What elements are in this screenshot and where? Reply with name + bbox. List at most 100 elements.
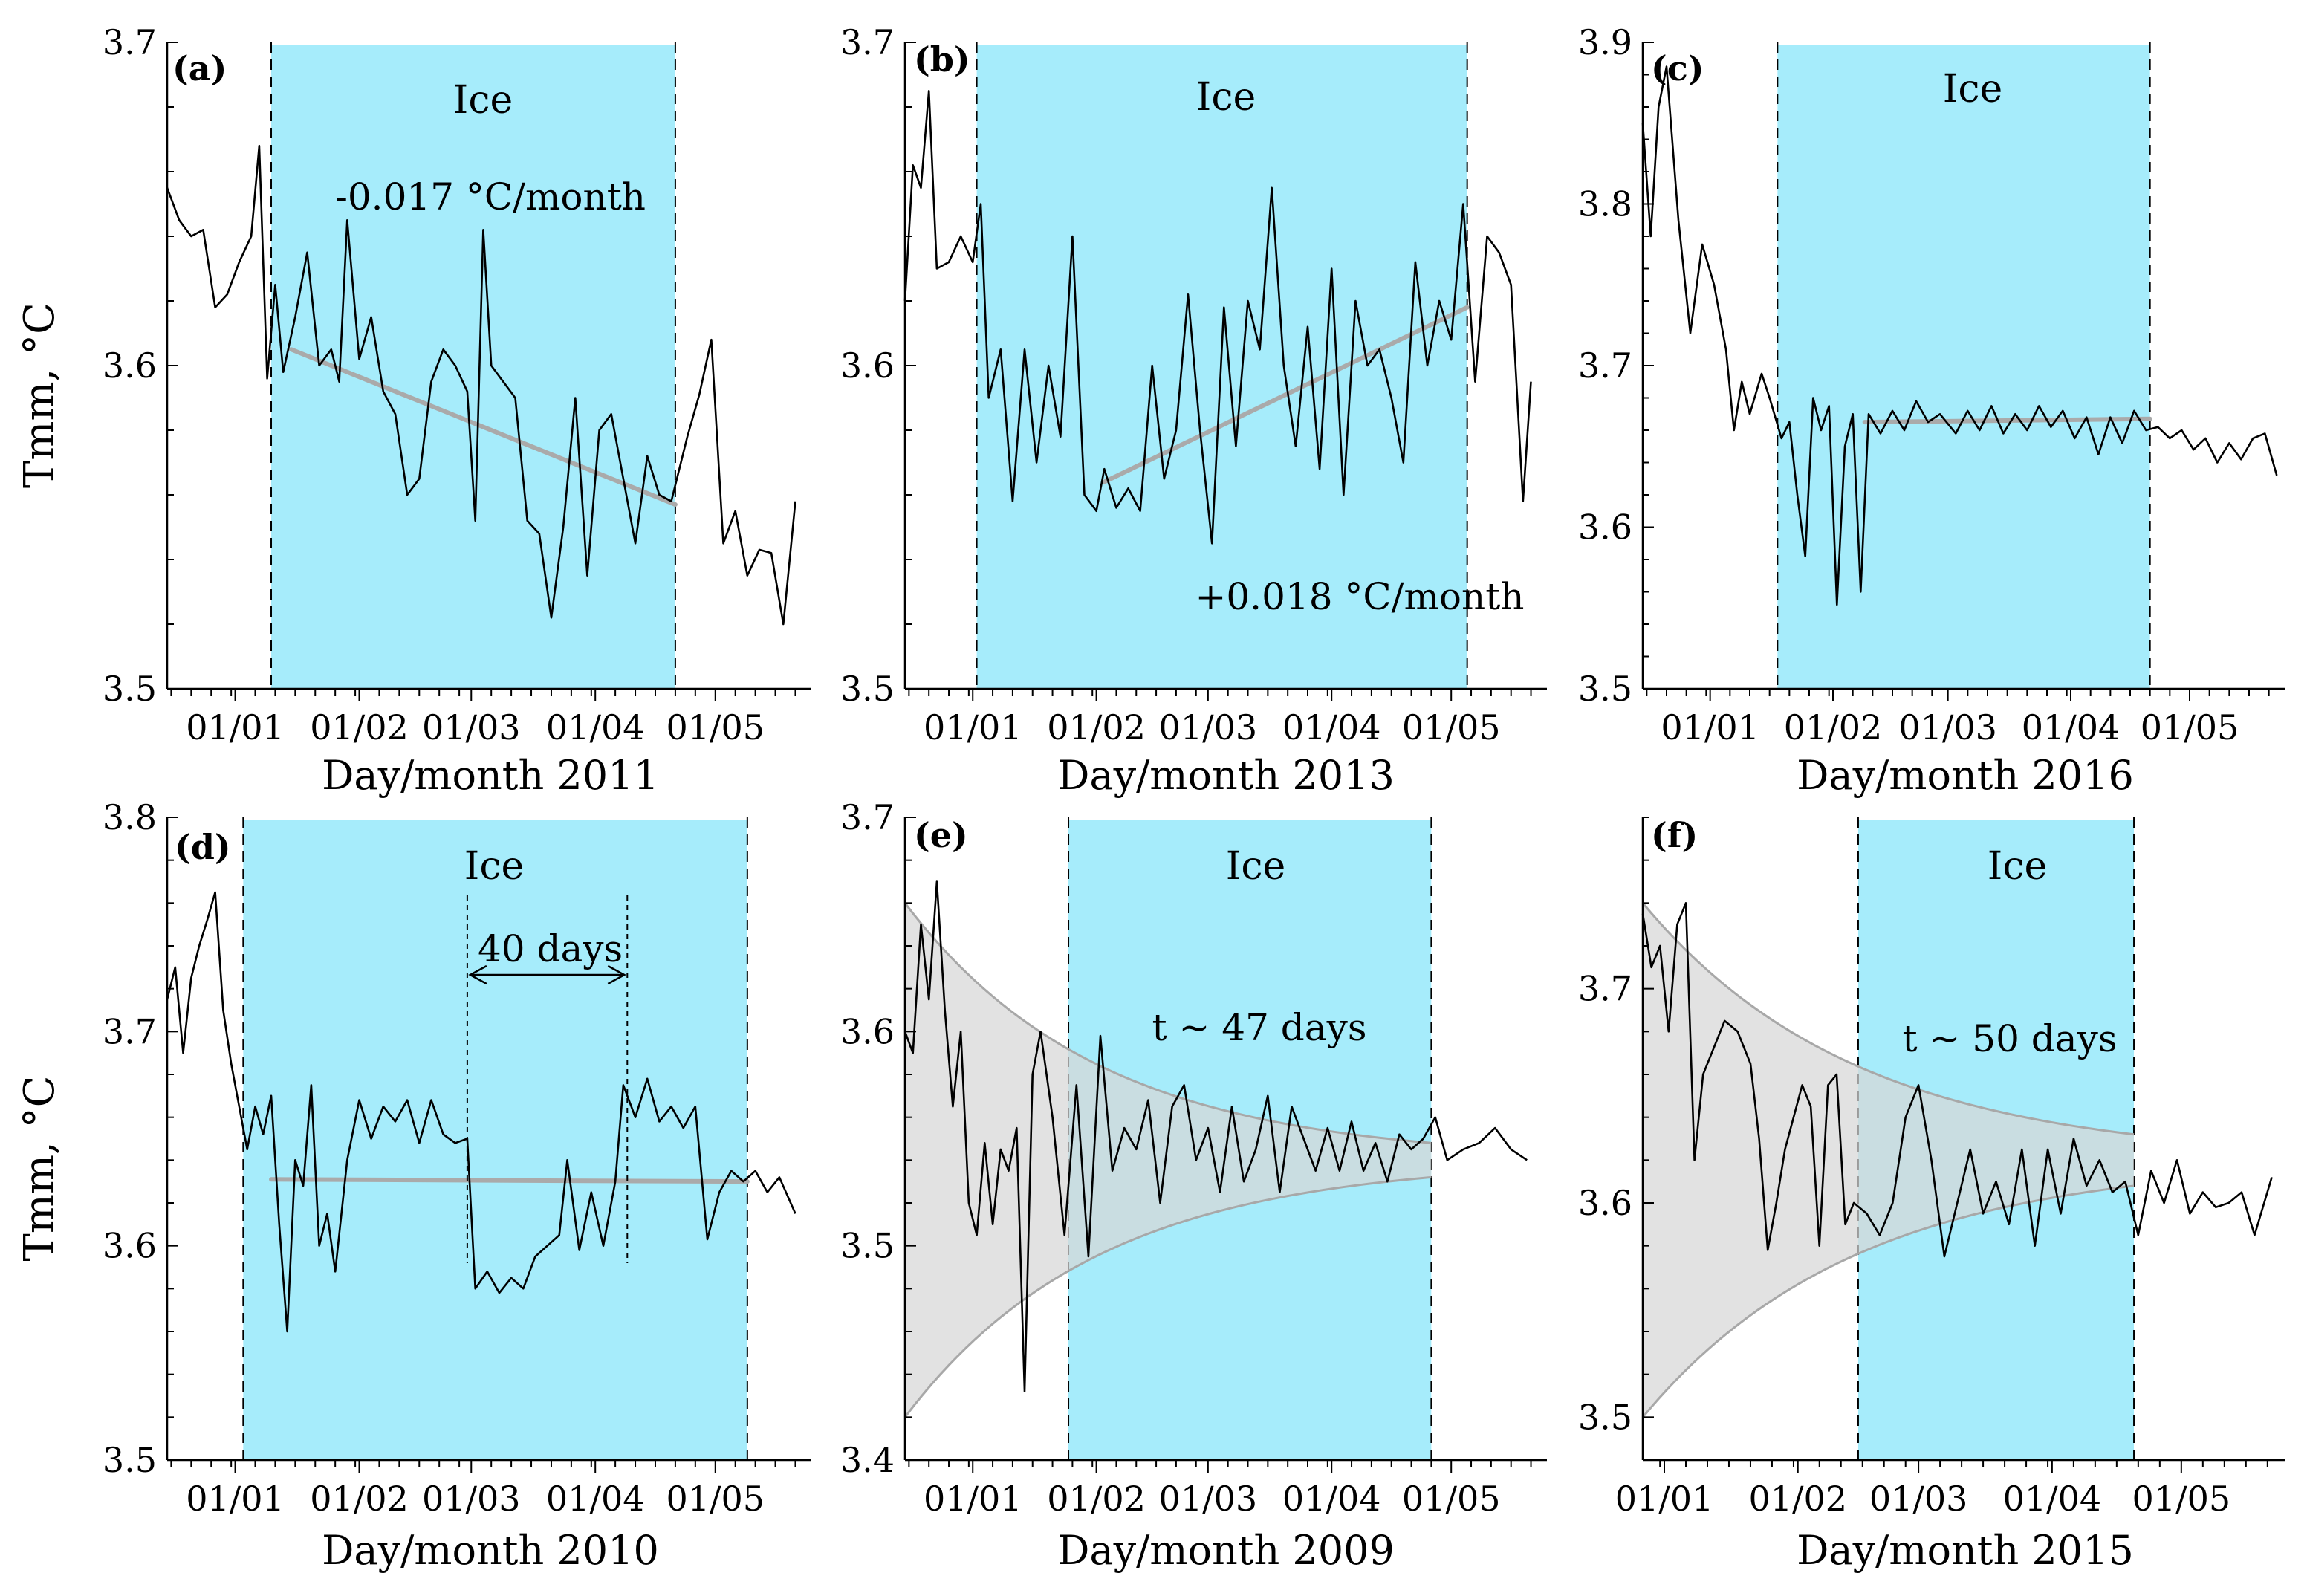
panel-label: (d) [175, 827, 231, 867]
y-tick-label: 3.9 [1578, 22, 1632, 62]
x-tick-label: 01/02 [310, 707, 409, 747]
chart-panel-f: 3.5 3.6 3.7 01/01 01/02 01/03 01/04 01/05 (f) Ice… [1578, 815, 2285, 1574]
decay-envelope-area [905, 903, 1432, 1418]
trend-rate-label: +0.018 °C/month [1195, 575, 1524, 618]
envelope-lower-curve [903, 1175, 1432, 1418]
ice-period-region [976, 45, 1467, 689]
y-tick-label: 3.7 [840, 22, 895, 62]
y-tick-label: 3.5 [840, 1226, 895, 1266]
x-tick-label: 01/05 [2141, 707, 2239, 747]
y-tick-label: 3.6 [1578, 507, 1632, 548]
x-tick-label: 01/01 [924, 1479, 1022, 1519]
relaxation-time-label: t ~ 50 days [1902, 1017, 2117, 1060]
y-tick-label: 3.5 [1578, 1397, 1632, 1437]
envelope-upper-curve [903, 902, 1432, 1144]
temperature-series-line [903, 880, 1528, 1392]
ice-label: Ice [464, 844, 524, 889]
panel-label: (f) [1651, 815, 1698, 855]
y-tick-label: 3.7 [1578, 969, 1632, 1009]
trend-line [288, 347, 678, 507]
x-axis-title: Day/month 2010 [322, 1527, 659, 1574]
x-tick-label: 01/05 [1402, 1479, 1501, 1519]
y-tick-label: 3.8 [1578, 184, 1632, 224]
x-tick-label: 01/02 [1784, 707, 1883, 747]
chart-panel-b: 3.5 3.6 3.7 01/01 01/02 01/03 01/04 01/05 (b) Ice… [840, 22, 1547, 799]
interval-label: 40 days [478, 927, 623, 970]
x-tick-label: 01/04 [1282, 707, 1381, 747]
ice-label: Ice [1226, 844, 1285, 889]
arrow-head-left [468, 964, 487, 985]
envelope-lower-curve [1641, 1184, 2135, 1418]
ice-label: Ice [1943, 67, 2002, 111]
x-tick-label: 01/05 [666, 1479, 765, 1519]
y-tick-label: 3.5 [103, 1440, 157, 1480]
x-tick-label: 01/04 [2003, 1479, 2102, 1519]
x-tick-label: 01/03 [422, 707, 521, 747]
y-tick-label: 3.5 [1578, 669, 1632, 709]
x-tick-label: 01/04 [546, 1479, 645, 1519]
chart-panel-d: 40 days 3.5 3.6 3.7 3.8 01/01 01/02 01/03 01/04 0… [16, 797, 811, 1574]
panel-label: (a) [172, 48, 227, 88]
x-tick-label: 01/03 [1159, 1479, 1258, 1519]
x-tick-label: 01/01 [924, 707, 1022, 747]
ice-label: Ice [453, 78, 513, 123]
x-tick-label: 01/04 [546, 707, 645, 747]
decay-envelope-area [1643, 903, 2135, 1418]
y-tick-label: 3.4 [840, 1440, 895, 1480]
y-axis-title: Tmm, °C [16, 1075, 64, 1261]
chart-panel-c: 3.5 3.6 3.7 3.8 3.9 01/01 01/02 01/03 01/04 01/05… [1578, 22, 2285, 799]
x-tick-label: 01/01 [186, 707, 285, 747]
x-axis-title: Day/month 2015 [1797, 1527, 2134, 1574]
trend-line [1862, 416, 2152, 425]
x-axis-title: Day/month 2013 [1057, 752, 1395, 799]
x-tick-label: 01/04 [1282, 1479, 1381, 1519]
y-tick-label: 3.8 [103, 797, 157, 837]
panel-label: (e) [914, 815, 968, 855]
x-axis-title: Day/month 2011 [322, 752, 659, 799]
x-tick-label: 01/03 [1869, 1479, 1968, 1519]
trend-rate-label: -0.017 °C/month [335, 175, 646, 218]
y-tick-label: 3.6 [103, 346, 157, 386]
x-tick-label: 01/01 [1661, 707, 1759, 747]
y-tick-label: 3.6 [840, 1011, 895, 1051]
x-tick-label: 01/02 [310, 1479, 409, 1519]
trend-line [1102, 305, 1470, 484]
y-tick-label: 3.5 [840, 669, 895, 709]
x-tick-label: 01/04 [2022, 707, 2121, 747]
panel-label: (b) [914, 39, 970, 80]
temperature-series-line [166, 891, 796, 1333]
x-tick-label: 01/02 [1748, 1479, 1847, 1519]
envelope-upper-curve [1641, 902, 2135, 1136]
x-axis-title: Day/month 2016 [1797, 752, 2134, 799]
ice-period-region [243, 820, 747, 1460]
y-tick-label: 3.5 [103, 669, 157, 709]
chart-panel-a: 3.5 3.6 3.7 01/01 01/02 01/03 01/04 01/05 (a) Ice… [16, 22, 811, 799]
y-tick-label: 3.6 [1578, 1183, 1632, 1223]
chart-panel-e: 3.4 3.5 3.6 3.7 01/01 01/02 01/03 01/04 01/05 (e)… [840, 797, 1547, 1574]
x-tick-label: 01/03 [422, 1479, 521, 1519]
y-tick-label: 3.7 [103, 1011, 157, 1051]
y-tick-label: 3.7 [103, 22, 157, 62]
x-axis-title: Day/month 2009 [1057, 1527, 1395, 1574]
y-tick-label: 3.7 [1578, 346, 1632, 386]
relaxation-time-label: t ~ 47 days [1152, 1006, 1366, 1049]
temperature-series-line [1641, 65, 2278, 606]
y-tick-label: 3.6 [103, 1226, 157, 1266]
panel-label: (c) [1651, 48, 1704, 88]
x-tick-label: 01/03 [1898, 707, 1997, 747]
y-axis-title: Tmm, °C [16, 302, 64, 488]
ice-label: Ice [1988, 844, 2047, 889]
arrow-head-right [607, 964, 626, 985]
y-tick-label: 3.7 [840, 797, 895, 837]
trend-line [269, 1177, 750, 1184]
temperature-series-line [166, 144, 796, 626]
x-tick-label: 01/05 [1402, 707, 1501, 747]
temperature-series-line [1641, 902, 2273, 1258]
ice-label: Ice [1196, 75, 1256, 120]
x-tick-label: 01/01 [186, 1479, 285, 1519]
x-tick-label: 01/02 [1047, 1479, 1146, 1519]
ice-period-region [1777, 45, 2150, 689]
x-tick-label: 01/05 [666, 707, 765, 747]
x-tick-label: 01/03 [1159, 707, 1258, 747]
